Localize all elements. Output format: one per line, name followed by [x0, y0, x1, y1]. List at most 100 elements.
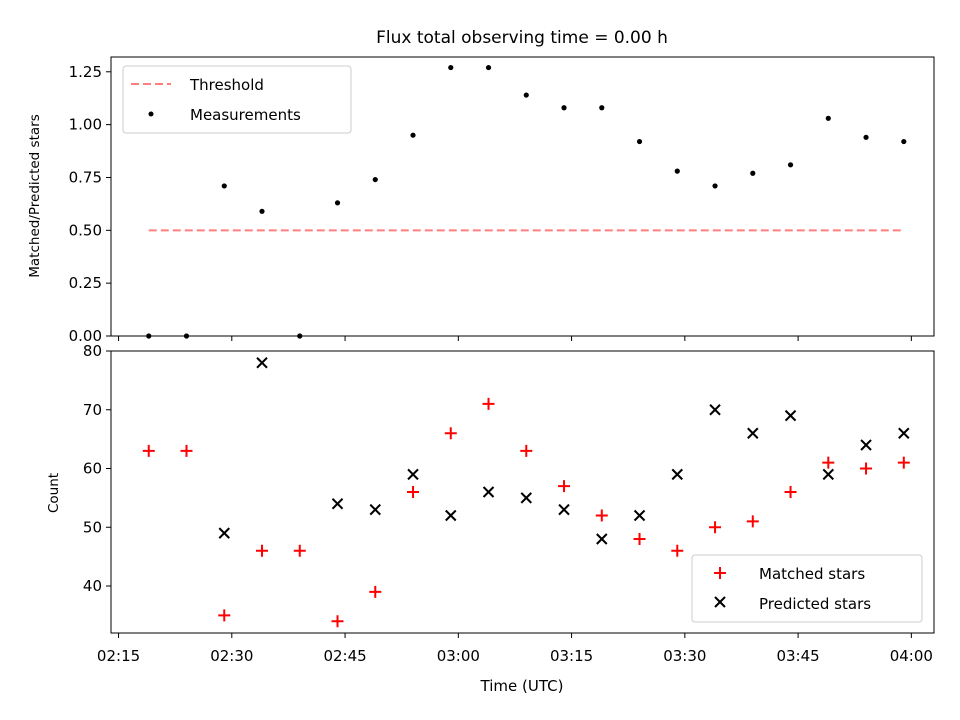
measurements-legend-swatch [148, 111, 154, 117]
matched-star-point [407, 486, 420, 498]
matched-star-point [784, 486, 797, 498]
y-tick-label: 1.25 [69, 63, 102, 81]
matched-star-point [633, 533, 646, 545]
matched-star-point [897, 456, 910, 469]
measurement-point [334, 200, 341, 206]
measurement-point [221, 183, 227, 189]
count-legend-box [691, 554, 923, 623]
predicted-star-point [784, 409, 797, 422]
matched-star-point [218, 609, 231, 622]
x-axis-label: Time (UTC) [480, 677, 564, 695]
y-tick-label: 0.75 [69, 168, 102, 186]
count-points-layer [142, 357, 910, 628]
x-tick-label: 03:30 [663, 647, 706, 665]
y-tick-label: 50 [83, 518, 102, 536]
y-tick-label: 0.00 [69, 327, 102, 345]
y-tick-label: 0.25 [69, 274, 102, 292]
matched-star-point [822, 456, 835, 469]
predicted-star-point [369, 503, 381, 516]
measurement-point [712, 183, 718, 189]
measurement-point [599, 105, 605, 111]
y-tick-label: 60 [83, 460, 102, 478]
matched-star-point [671, 544, 684, 557]
matched-star-point [444, 427, 457, 440]
ratio-panel-legend: Threshold Measurements [122, 65, 352, 134]
count-panel-axes: 02:15 02:30 02:45 03:00 03:15 03:30 03:45 04:00… [83, 342, 933, 665]
predicted-star-point [860, 439, 872, 451]
measurement-point [674, 168, 680, 174]
matched-star-point [369, 585, 382, 598]
x-tick-label: 03:45 [776, 647, 819, 665]
y-tick-label: 70 [83, 401, 102, 419]
measurement-point [787, 162, 794, 168]
count-panel-frame [110, 350, 935, 634]
x-tick-label: 02:45 [323, 647, 366, 665]
measurement-point [485, 64, 492, 71]
ratio-panel-axes: 0.00 0.25 0.50 0.75 1.00 1.25 [69, 63, 912, 345]
matched-star-point [860, 462, 873, 475]
x-tick-label: 02:15 [97, 647, 140, 665]
predicted-stars-legend-label: Predicted stars [759, 595, 871, 613]
matched-star-point [520, 444, 533, 457]
x-tick-label: 02:30 [210, 647, 253, 665]
measurement-point [636, 138, 643, 145]
ratio-panel-title: Flux total observing time = 0.00 h [376, 28, 668, 48]
ratio-panel: Flux total observing time = 0.00 h Match… [27, 28, 935, 345]
ratio-panel-y-axis-label: Matched/Predicted stars [27, 114, 43, 277]
measurements-legend-label: Measurements [190, 106, 301, 124]
predicted-star-point [482, 486, 495, 498]
matched-star-point [709, 521, 722, 534]
predicted-star-point [709, 404, 721, 416]
measurement-point [750, 170, 756, 176]
measurement-point [825, 115, 831, 121]
predicted-star-point [218, 527, 230, 539]
measurement-point [901, 138, 907, 145]
measurement-point [259, 208, 265, 214]
predicted-star-point [671, 468, 683, 481]
threshold-legend-label: Threshold [189, 76, 264, 94]
y-tick-label: 1.00 [69, 116, 102, 134]
count-panel-y-axis-label: Count [46, 473, 62, 513]
x-tick-label: 03:00 [437, 647, 480, 665]
matched-star-point [180, 444, 193, 457]
matched-star-point [142, 444, 155, 457]
predicted-star-point [407, 468, 419, 481]
y-tick-label: 40 [83, 577, 102, 595]
predicted-star-point [898, 427, 910, 439]
matched-star-point [331, 615, 344, 628]
measurement-point [523, 92, 529, 98]
matched-star-point [482, 397, 495, 410]
measurement-point [863, 134, 869, 140]
x-tick-label: 03:15 [550, 647, 593, 665]
predicted-star-point [633, 509, 646, 522]
measurement-points-layer [146, 64, 907, 339]
y-tick-label: 80 [83, 342, 102, 360]
matched-stars-legend-label: Matched stars [759, 565, 865, 583]
ratio-legend-box [122, 65, 352, 134]
predicted-star-point [331, 498, 344, 510]
count-panel-legend: Matched stars Predicted stars [691, 554, 923, 623]
predicted-star-point [558, 503, 570, 516]
matched-star-point [746, 515, 759, 528]
measurement-point [372, 176, 378, 183]
measurement-point [448, 64, 454, 71]
predicted-star-point [445, 509, 457, 522]
predicted-star-point [520, 492, 532, 504]
matched-star-point [595, 509, 608, 522]
predicted-star-point [596, 533, 608, 545]
matched-stars-legend-swatch [714, 567, 726, 579]
predicted-star-point [256, 357, 268, 369]
matched-star-point [256, 544, 269, 557]
matched-star-point [558, 480, 571, 493]
predicted-star-point [822, 468, 835, 481]
ratio-panel-frame [110, 56, 935, 337]
measurement-point [561, 105, 567, 111]
predicted-stars-legend-swatch [714, 596, 726, 608]
predicted-star-point [747, 427, 759, 439]
count-panel: Count Time (UTC) 02:15 02:30 02:45 03:00 03:… [46, 342, 935, 695]
measurement-point [410, 132, 416, 138]
y-tick-label: 0.50 [69, 221, 102, 239]
matched-star-point [293, 544, 306, 557]
x-tick-label: 04:00 [890, 647, 933, 665]
